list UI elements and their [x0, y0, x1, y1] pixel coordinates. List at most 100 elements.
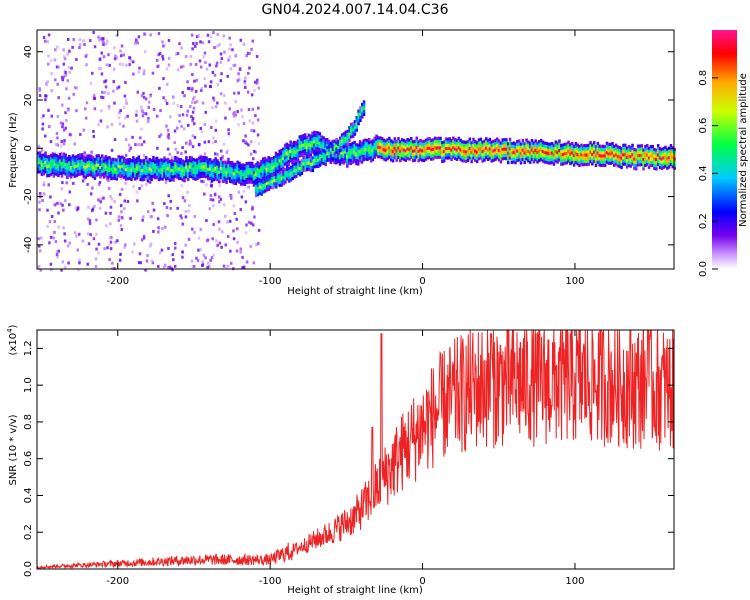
- spectrogram-cell: [97, 242, 101, 246]
- x-tick-label: -100: [259, 276, 282, 287]
- spectrogram-cell: [419, 141, 422, 146]
- x-tick-label: -200: [106, 576, 129, 587]
- spectrogram-cell: [284, 177, 287, 181]
- spectrogram-cell: [346, 129, 349, 133]
- spectrogram-cell: [349, 146, 353, 150]
- spectrogram-cell: [254, 169, 258, 173]
- spectrogram-cell: [154, 163, 157, 167]
- spectrogram-cells: [37, 30, 676, 272]
- spectrogram-cell: [596, 144, 600, 149]
- spectrogram-cell: [47, 33, 51, 37]
- spectrogram-cell: [269, 173, 273, 177]
- spectrogram-cell: [261, 157, 265, 161]
- spectrogram-cell: [272, 165, 276, 169]
- spectrogram-cell: [340, 147, 344, 152]
- spectrogram-cell: [346, 148, 349, 153]
- spectrogram-cell: [104, 155, 108, 159]
- spectrogram-cell: [496, 143, 499, 147]
- spectrogram-cell: [278, 171, 282, 175]
- spectrogram-cell: [99, 175, 102, 179]
- spectrogram-cell: [198, 59, 202, 63]
- spectrogram-cell: [453, 141, 457, 145]
- spectrogram-cell: [603, 154, 607, 158]
- spectrogram-cell: [133, 158, 137, 162]
- spectrogram-cell: [137, 167, 141, 172]
- spectrogram-cell: [132, 72, 135, 76]
- spectrogram-cell: [229, 67, 233, 71]
- spectrogram-cell: [337, 152, 340, 156]
- spectrogram-cell: [242, 122, 246, 126]
- spectrogram-cell: [453, 137, 457, 142]
- spectrogram-cell: [450, 157, 453, 162]
- spectrogram-cell: [457, 146, 461, 150]
- spectrogram-cell: [185, 159, 188, 163]
- spectrogram-cell: [236, 169, 239, 174]
- spectrogram-cell: [133, 161, 137, 165]
- spectrogram-cell: [366, 151, 369, 155]
- spectrogram-cell: [578, 151, 581, 155]
- spectrogram-cell: [603, 163, 607, 167]
- spectrogram-cell: [122, 172, 126, 176]
- spectrogram-cell: [95, 232, 98, 236]
- spectrogram-cell: [49, 262, 53, 266]
- spectrogram-cell: [157, 53, 160, 57]
- spectrogram-cell: [158, 52, 162, 56]
- spectrogram-cell: [132, 162, 135, 166]
- spectrogram-cell: [186, 168, 190, 172]
- spectrogram-cell: [300, 162, 304, 166]
- spectrogram-cell: [90, 160, 93, 165]
- spectrogram-cell: [100, 109, 103, 113]
- spectrogram-cell: [474, 158, 477, 162]
- spectrogram-cell: [247, 171, 250, 175]
- spectrogram-cell: [656, 162, 660, 167]
- spectrogram-cell: [201, 101, 205, 105]
- spectrogram-cell: [302, 165, 305, 169]
- spectrogram-cell: [104, 79, 108, 83]
- spectrogram-cell: [47, 173, 51, 178]
- x-tick-label: -200: [106, 276, 129, 287]
- spectrogram-cell: [419, 154, 422, 158]
- spectrogram-cell: [108, 175, 111, 179]
- spectrogram-cell: [419, 148, 422, 152]
- spectrogram-cell: [560, 156, 563, 160]
- spectrogram-cell: [210, 176, 214, 180]
- spectrogram-cell: [204, 61, 207, 65]
- spectrogram-cell: [364, 147, 367, 152]
- spectrogram-cell: [633, 166, 636, 170]
- spectrogram-cell: [556, 144, 559, 149]
- spectrogram-cell: [221, 173, 225, 177]
- spectrogram-cell: [563, 152, 567, 156]
- spectrogram-cell: [230, 173, 234, 177]
- spectrogram-cell: [499, 153, 503, 158]
- spectrogram-cell: [193, 264, 196, 268]
- spectrogram-cell: [673, 160, 676, 164]
- x-tick-label: 0: [419, 276, 425, 287]
- spectrogram-cell: [634, 154, 638, 158]
- spectrogram-cell: [666, 157, 669, 161]
- spectrogram-cell: [446, 150, 450, 154]
- spectrogram-cell: [600, 148, 603, 152]
- spectrogram-cell: [252, 129, 256, 133]
- spectrogram-cell: [193, 95, 196, 99]
- spectrogram-cell: [655, 167, 658, 171]
- spectrogram-cell: [40, 153, 44, 158]
- spectrogram-cell: [254, 184, 258, 188]
- spectrogram-cell: [664, 152, 667, 156]
- spectrogram-cell: [58, 168, 62, 172]
- spectrogram-cell: [461, 140, 464, 144]
- spectrogram-cell: [611, 160, 614, 164]
- spectrogram-cell: [437, 139, 440, 144]
- spectrogram-cell: [289, 175, 293, 179]
- spectrogram-cell: [90, 164, 93, 168]
- spectrogram-cell: [223, 214, 227, 218]
- spectrogram-cell: [486, 148, 490, 152]
- spectrogram-cell: [399, 152, 402, 156]
- spectrogram-cell: [177, 164, 181, 168]
- spectrogram-cell: [221, 230, 224, 234]
- spectrogram-cell: [59, 144, 63, 148]
- spectrogram-cell: [362, 158, 366, 162]
- spectrogram-cell: [642, 167, 645, 171]
- spectrogram-cell: [117, 85, 121, 89]
- spectrogram-cell: [554, 140, 558, 144]
- spectrogram-cell: [666, 163, 669, 167]
